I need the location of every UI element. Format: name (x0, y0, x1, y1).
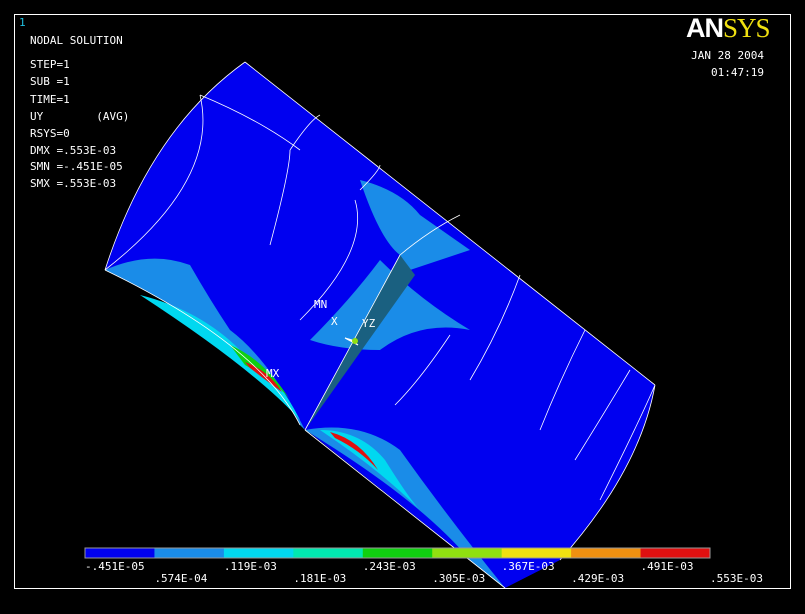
legend-label: .429E-03 (571, 572, 624, 585)
date: JAN 28 2004 (691, 49, 764, 62)
legend-label: .243E-03 (363, 560, 416, 573)
contour-band (105, 258, 305, 430)
legend-label: -.451E-05 (85, 560, 145, 573)
legend-label: .119E-03 (224, 560, 277, 573)
groove (305, 255, 415, 430)
contour-band (320, 430, 420, 510)
frame (14, 14, 791, 589)
legend-label: .367E-03 (502, 560, 555, 573)
logo-an: AN (686, 13, 723, 43)
legend-label: .574E-04 (154, 572, 207, 585)
legend-label: .553E-03 (710, 572, 763, 585)
contour-band (245, 362, 282, 392)
legend-swatch (571, 548, 642, 558)
info-line: STEP=1 (30, 58, 70, 71)
model (104, 61, 656, 589)
axis-label: YZ (362, 317, 376, 330)
info-line: RSYS=0 (30, 127, 70, 140)
contour-band (330, 432, 378, 470)
min-marker: MN (314, 298, 327, 311)
legend-swatch (154, 548, 225, 558)
legend-label: .491E-03 (641, 560, 694, 573)
triad-origin (352, 338, 358, 344)
legend-swatch (223, 548, 294, 558)
legend-swatch (432, 548, 503, 558)
info-line: SMN =-.451E-05 (30, 160, 123, 173)
time: 01:47:19 (711, 66, 764, 79)
info-line: TIME=1 (30, 93, 70, 106)
info-line: NODAL SOLUTION (30, 34, 123, 47)
legend-swatch (85, 548, 155, 558)
legend-swatch (640, 548, 711, 558)
legend-swatch (362, 548, 433, 558)
logo: ANSYS (686, 13, 770, 43)
legend-swatch (501, 548, 572, 558)
legend-label: .181E-03 (293, 572, 346, 585)
legend-swatch (293, 548, 364, 558)
max-marker: MX (266, 367, 280, 380)
legend-border (84, 547, 711, 559)
info-line: SUB =1 (30, 75, 70, 88)
contour-band (360, 180, 470, 270)
info-block: NODAL SOLUTION STEP=1 SUB =1 TIME=1 UY (AVG)… (30, 34, 129, 190)
window-number: 1 (19, 16, 26, 29)
axis-label: X (331, 315, 338, 328)
legend: -.451E-05 .574E-04 .119E-03 .181E-03 .243E-0… (84, 547, 763, 585)
info-line: DMX =.553E-03 (30, 144, 116, 157)
legend-label: .305E-03 (432, 572, 485, 585)
info-line: UY (AVG) (30, 110, 129, 123)
logo-sys: SYS (723, 13, 770, 43)
info-line: SMX =.553E-03 (30, 177, 116, 190)
